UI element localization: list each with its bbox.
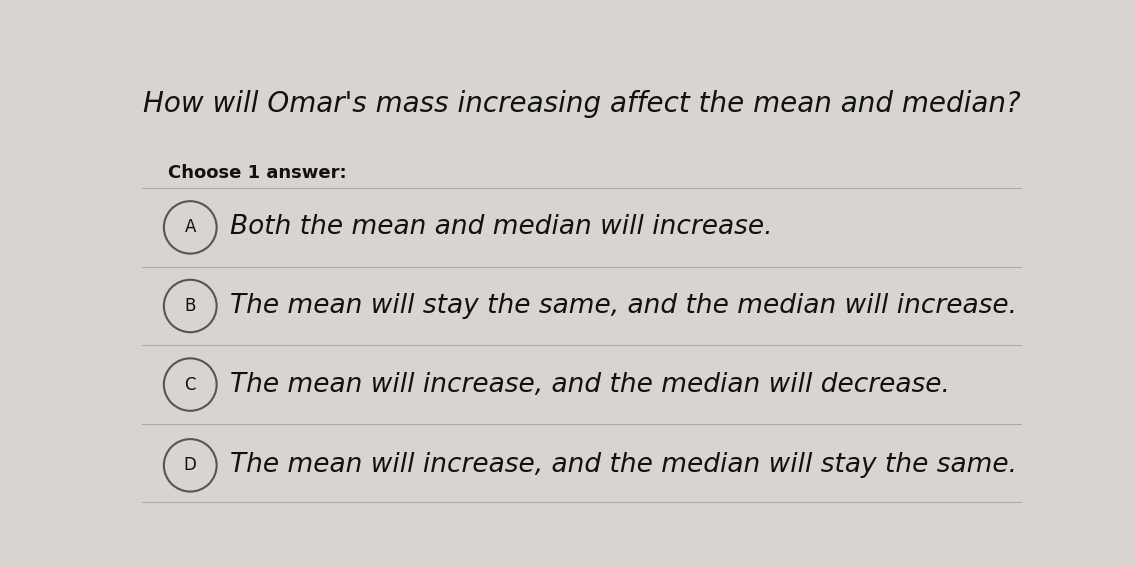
Text: The mean will increase, and the median will stay the same.: The mean will increase, and the median w… <box>229 452 1017 479</box>
Text: Both the mean and median will increase.: Both the mean and median will increase. <box>229 214 772 240</box>
Text: Choose 1 answer:: Choose 1 answer: <box>168 164 347 182</box>
Text: The mean will increase, and the median will decrease.: The mean will increase, and the median w… <box>229 371 950 397</box>
Text: The mean will stay the same, and the median will increase.: The mean will stay the same, and the med… <box>229 293 1017 319</box>
Text: A: A <box>185 218 196 236</box>
Text: C: C <box>185 375 196 393</box>
Text: How will Omar's mass increasing affect the mean and median?: How will Omar's mass increasing affect t… <box>143 90 1020 118</box>
Text: B: B <box>185 297 196 315</box>
Text: D: D <box>184 456 196 475</box>
